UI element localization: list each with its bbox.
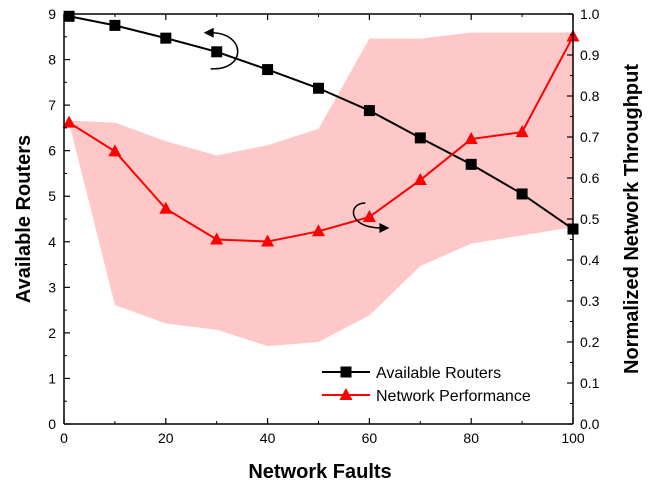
- y-left-tick-label: 7: [48, 97, 56, 113]
- x-tick-label: 60: [362, 430, 378, 446]
- x-axis-title: Network Faults: [248, 461, 391, 483]
- data-point: [62, 115, 76, 128]
- data-point: [465, 158, 477, 170]
- y-left-tick-label: 6: [48, 143, 56, 159]
- legend-marker: [339, 388, 353, 400]
- data-point: [261, 234, 275, 247]
- shaded-band: [69, 32, 573, 347]
- data-point: [312, 224, 325, 237]
- y-left-tick-label: 3: [48, 279, 56, 295]
- legend-item: Available Routers: [322, 365, 501, 382]
- left-axis-arrow-head: [203, 27, 214, 38]
- y-left-tick-label: 0: [48, 416, 56, 432]
- y-right-tick-label: 0.9: [580, 47, 600, 63]
- data-point: [63, 10, 75, 22]
- left-axis-arrow-curve: [210, 32, 239, 70]
- data-point: [210, 232, 224, 245]
- data-point: [515, 125, 529, 138]
- data-point: [414, 132, 426, 144]
- y-left-tick-label: 8: [48, 52, 56, 68]
- data-point: [109, 19, 121, 31]
- legend: Available Routers Network Performance: [322, 365, 531, 405]
- y-right-tick-label: 0.5: [580, 211, 600, 227]
- legend-label: Network Performance: [376, 388, 531, 405]
- x-tick-label: 20: [158, 430, 174, 446]
- right-axis-arrow-head: [379, 222, 390, 233]
- data-point: [363, 105, 375, 117]
- y-right-tick-label: 0.7: [580, 129, 600, 145]
- y-right-tick-label: 0.8: [580, 88, 600, 104]
- data-point: [108, 144, 122, 157]
- y-right-tick-label: 0.3: [580, 293, 600, 309]
- data-point: [159, 201, 173, 214]
- data-point: [313, 82, 324, 94]
- legend-label: Available Routers: [376, 365, 501, 382]
- y-right-tick-label: 0.4: [580, 252, 600, 268]
- y-right-tick-label: 0.0: [580, 416, 600, 432]
- legend-item: Network Performance: [322, 388, 531, 405]
- data-point: [211, 46, 223, 58]
- y-right-tick-label: 0.2: [580, 334, 600, 350]
- x-tick-label: 40: [260, 430, 276, 446]
- y-left-tick-label: 9: [48, 6, 56, 22]
- data-point: [413, 173, 427, 186]
- y-right-tick-label: 0.1: [580, 375, 600, 391]
- legend-marker: [340, 366, 352, 378]
- y-left-tick-label: 1: [48, 370, 56, 386]
- y-left-tick-label: 2: [48, 325, 56, 341]
- axis-indicator-arrows: [203, 27, 390, 233]
- x-tick-label: 100: [561, 430, 585, 446]
- y-axis-right-title: Normalized Network Throughput: [621, 64, 643, 374]
- data-point: [464, 132, 478, 145]
- y-right-tick-label: 0.6: [580, 170, 600, 186]
- data-point: [160, 32, 172, 44]
- x-tick-label: 0: [60, 430, 68, 446]
- y-left-tick-label: 4: [48, 234, 56, 250]
- data-point: [362, 209, 376, 222]
- x-tick-label: 80: [463, 430, 479, 446]
- data-point: [262, 64, 274, 76]
- y-right-tick-label: 1.0: [580, 6, 600, 22]
- data-point: [516, 188, 528, 200]
- series-1: [62, 29, 580, 247]
- confidence-band-layer: [69, 32, 573, 347]
- y-left-tick-label: 5: [48, 188, 56, 204]
- y-axis-left-title: Available Routers: [13, 135, 35, 303]
- axes-layer: 0 20 40 60 80 100 0 1 2 3 4 5 6 7 8 9 0.0 0.1 0.2 0.3 0.4 0.5…: [48, 6, 599, 446]
- right-axis-arrow-curve: [352, 202, 382, 229]
